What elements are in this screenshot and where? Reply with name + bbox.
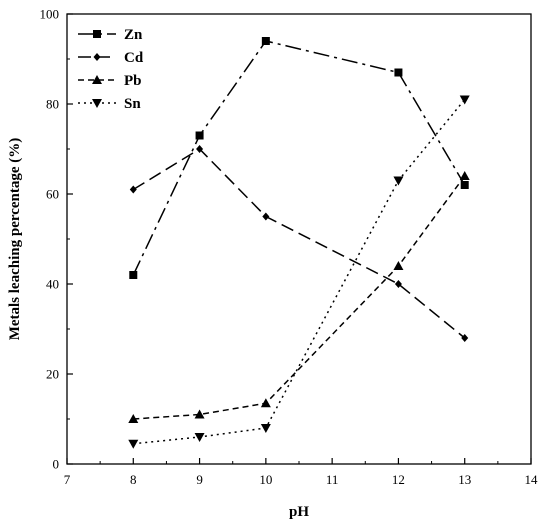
legend-item-cd: Cd <box>78 50 144 66</box>
legend-label: Zn <box>124 27 143 43</box>
legend-marker <box>93 53 101 61</box>
data-point-pb <box>260 398 271 408</box>
y-tick-label: 40 <box>46 277 59 292</box>
data-point-sn <box>459 95 470 105</box>
data-point-pb <box>459 171 470 180</box>
x-tick-label: 11 <box>326 472 339 487</box>
legend-label: Sn <box>124 96 141 112</box>
legend-marker <box>92 75 102 84</box>
y-tick-label: 100 <box>40 7 60 22</box>
series-zn <box>129 37 469 279</box>
x-tick-label: 8 <box>130 472 137 487</box>
data-point-cd <box>461 334 469 342</box>
y-axis-label: Metals leaching percentage (%) <box>7 138 23 341</box>
data-point-pb <box>194 409 205 419</box>
series-line-zn <box>132 40 466 276</box>
legend-item-pb: Pb <box>78 73 142 89</box>
y-tick-label: 60 <box>46 187 59 202</box>
data-point-sn <box>128 439 139 449</box>
legend-item-zn: Zn <box>78 27 143 43</box>
y-tick-label: 0 <box>53 457 60 472</box>
y-tick-label: 20 <box>46 367 59 382</box>
y-axis: 0 20 40 60 80 100 <box>40 7 73 472</box>
legend-label: Cd <box>124 50 144 66</box>
legend: Zn Cd Pb Sn <box>78 27 144 112</box>
legend-marker <box>92 99 102 108</box>
data-point-sn <box>194 433 205 442</box>
data-point-zn <box>394 68 403 77</box>
data-point-pb <box>128 414 139 423</box>
x-tick-label: 9 <box>196 472 203 487</box>
data-point-cd <box>196 145 204 153</box>
data-point-sn <box>393 176 404 186</box>
series-pb <box>128 171 470 423</box>
legend-marker <box>93 30 101 38</box>
data-point-sn <box>260 424 271 433</box>
data-point-zn <box>129 271 138 279</box>
x-axis: 7 8 9 10 11 12 13 14 <box>64 458 538 487</box>
data-point-cd <box>394 280 402 288</box>
series-layer <box>128 37 470 449</box>
x-axis-label: pH <box>289 504 309 520</box>
data-point-cd <box>129 185 137 194</box>
series-line-sn <box>133 99 466 445</box>
series-cd <box>129 145 469 342</box>
x-tick-label: 14 <box>525 472 539 487</box>
x-tick-label: 12 <box>392 472 405 487</box>
data-point-zn <box>460 181 469 189</box>
legend-item-sn: Sn <box>78 96 141 112</box>
legend-label: Pb <box>124 73 142 89</box>
data-point-cd <box>262 212 270 221</box>
data-point-pb <box>393 261 404 270</box>
data-point-zn <box>195 131 204 140</box>
series-sn <box>128 95 470 449</box>
x-tick-label: 10 <box>259 472 272 487</box>
data-point-zn <box>261 37 270 45</box>
y-tick-label: 80 <box>46 97 59 112</box>
x-tick-label: 7 <box>64 472 71 487</box>
x-tick-label: 13 <box>458 472 471 487</box>
